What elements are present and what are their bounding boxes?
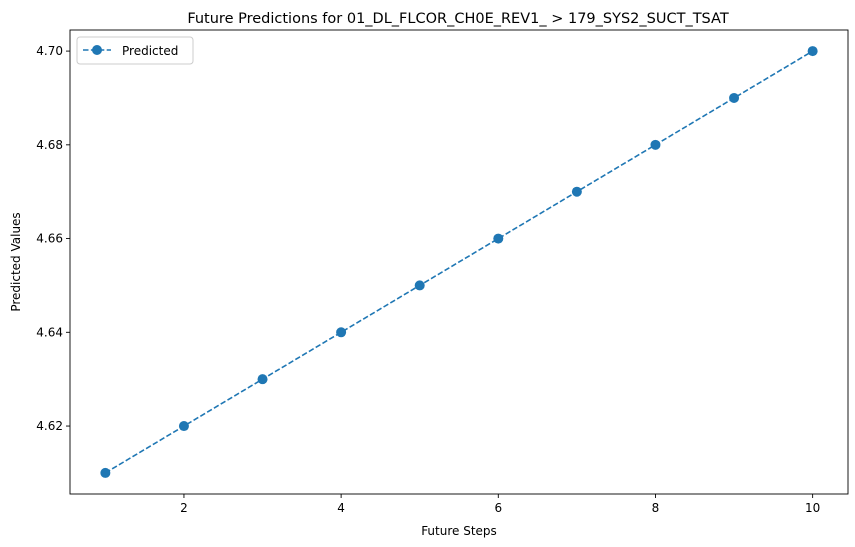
data-point [336,327,347,338]
axis-ticks: 2 4 6 8 10 4.62 4.64 4.66 4.68 4.70 [36,44,820,515]
x-axis-label: Future Steps [421,524,497,538]
y-tick-label: 4.64 [36,325,63,339]
data-point [414,280,425,291]
y-tick-label: 4.66 [36,232,63,246]
legend: Predicted [76,36,194,65]
series-layer [100,46,818,478]
y-tick-label: 4.68 [36,138,63,152]
x-tick-label: 8 [652,501,660,515]
data-point [178,421,189,432]
legend-label-predicted: Predicted [122,44,178,58]
x-tick-label: 2 [180,501,188,515]
series-line-predicted [104,50,814,474]
legend-box [76,36,194,65]
data-point [650,139,661,150]
data-point [257,374,268,385]
data-point [100,467,111,478]
x-tick-label: 6 [494,501,502,515]
data-point [807,46,818,57]
plot-frame [69,29,849,495]
y-tick-label: 4.70 [36,44,63,58]
x-tick-label: 10 [805,501,820,515]
y-tick-label: 4.62 [36,419,63,433]
chart-title: Future Predictions for 01_DL_FLCOR_CH0E_… [187,11,729,27]
legend-marker-sample [92,45,102,55]
x-tick-label: 4 [337,501,345,515]
y-axis-label: Predicted Values [9,212,23,311]
data-point [571,186,582,197]
data-point [493,233,504,244]
data-point [729,92,740,103]
